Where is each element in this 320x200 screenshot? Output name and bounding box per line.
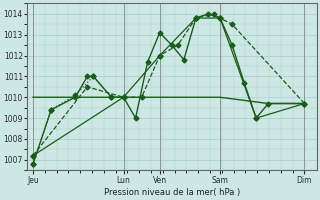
X-axis label: Pression niveau de la mer( hPa ): Pression niveau de la mer( hPa ) <box>104 188 240 197</box>
